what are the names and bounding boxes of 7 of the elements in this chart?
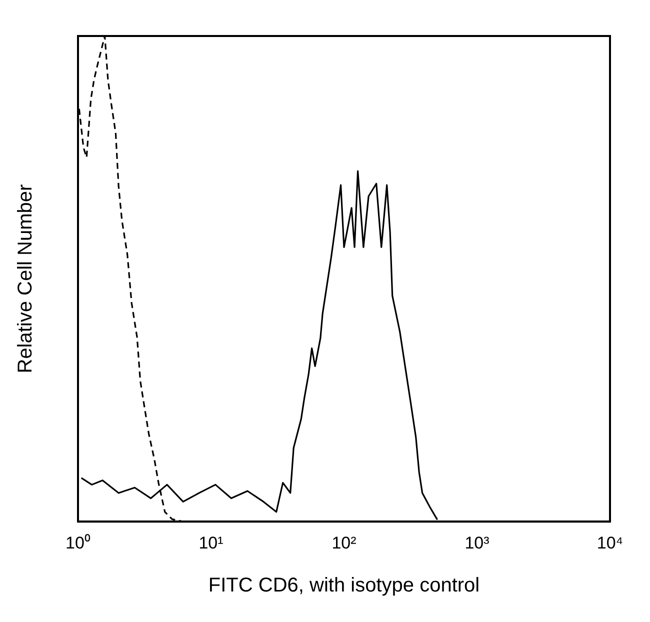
x-tick-label: 10⁰	[66, 533, 90, 552]
x-tick-label: 10¹	[198, 533, 224, 552]
x-tick-label: 10²	[332, 533, 357, 552]
x-tick-label: 10³	[464, 533, 490, 552]
x-tick-label: 10⁴	[596, 533, 624, 552]
y-axis-title: Relative Cell Number	[14, 184, 37, 374]
x-axis-title: FITC CD6, with isotype control	[208, 574, 480, 597]
